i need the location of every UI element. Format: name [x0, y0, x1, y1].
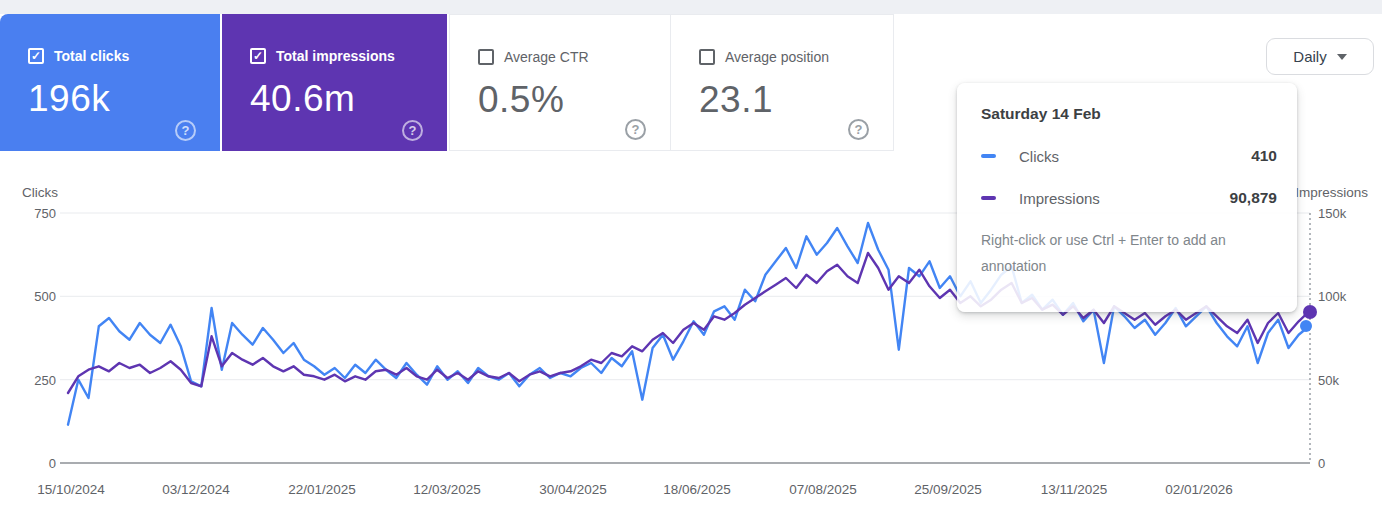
tooltip-date: Saturday 14 Feb — [981, 105, 1277, 123]
right-axis-title: Impressions — [1295, 185, 1368, 200]
x-tick: 22/01/2025 — [288, 482, 356, 497]
tooltip-clicks-value: 410 — [1251, 147, 1277, 165]
x-tick: 13/11/2025 — [1041, 482, 1108, 497]
right-tick: 100k — [1318, 289, 1347, 304]
tooltip-clicks-label: Clicks — [1019, 148, 1059, 165]
clicks-hover-dot — [1300, 320, 1312, 332]
x-tick: 07/08/2025 — [789, 482, 857, 497]
right-tick: 0 — [1318, 456, 1325, 471]
left-tick: 750 — [34, 206, 56, 221]
clicks-legend-dash-icon — [981, 154, 996, 158]
tooltip-row-clicks: Clicks 410 — [981, 147, 1277, 165]
tooltip-impressions-label: Impressions — [1019, 190, 1100, 207]
x-tick: 18/06/2025 — [663, 482, 731, 497]
left-axis-title: Clicks — [22, 185, 58, 200]
x-tick: 15/10/2024 — [37, 482, 105, 497]
x-tick: 03/12/2024 — [162, 482, 230, 497]
impressions-legend-dash-icon — [981, 196, 996, 200]
x-tick: 12/03/2025 — [413, 482, 481, 497]
chart-tooltip: Saturday 14 Feb Clicks 410 Impressions 9… — [957, 83, 1297, 312]
search-console-performance-page: ✓ Total clicks 196k ? ✓ Total impression… — [0, 0, 1382, 513]
tooltip-row-impressions: Impressions 90,879 — [981, 189, 1277, 207]
x-tick: 25/09/2025 — [914, 482, 982, 497]
tooltip-annotation-hint: Right-click or use Ctrl + Enter to add a… — [981, 227, 1271, 279]
right-tick: 50k — [1318, 373, 1339, 388]
left-tick: 250 — [34, 373, 56, 388]
tooltip-impressions-value: 90,879 — [1230, 189, 1277, 207]
x-tick: 30/04/2025 — [539, 482, 607, 497]
impressions-hover-dot — [1303, 305, 1317, 319]
left-tick: 0 — [49, 456, 56, 471]
left-tick: 500 — [34, 289, 56, 304]
right-tick: 150k — [1318, 206, 1347, 221]
x-tick: 02/01/2026 — [1165, 482, 1233, 497]
